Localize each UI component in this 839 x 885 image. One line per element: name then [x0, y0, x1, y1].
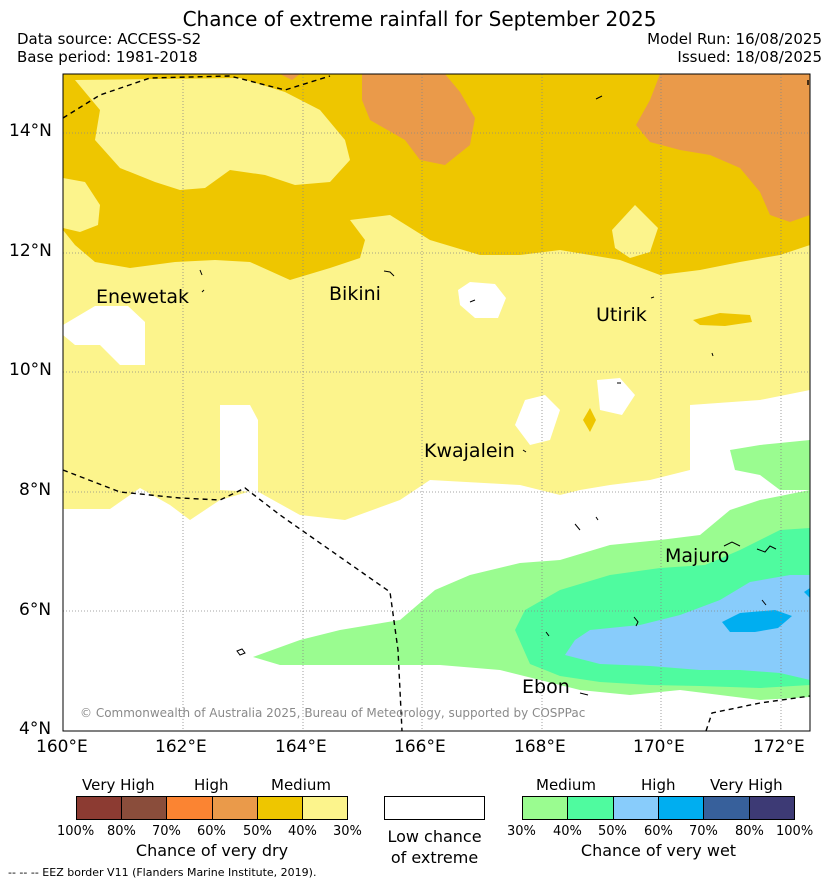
dry-swatch-4: [256, 797, 302, 819]
dry-swatch-3: [211, 797, 257, 819]
wet-header-medium: Medium: [536, 776, 596, 794]
data-source: Data source: ACCESS-S2: [17, 30, 202, 48]
lon-label-164e: 164°E: [275, 737, 327, 757]
place-label-kwajalein: Kwajalein: [424, 440, 515, 462]
lon-label-162e: 162°E: [155, 737, 207, 757]
wet-tick-80: 80%: [735, 824, 764, 839]
copyright-notice: © Commonwealth of Australia 2025, Bureau…: [80, 706, 586, 720]
lat-label-4n: 4°N: [19, 719, 52, 739]
place-label-ebon: Ebon: [522, 676, 570, 698]
place-label-bikini: Bikini: [329, 283, 381, 305]
rainfall-fill-layer: [63, 74, 810, 731]
dry-swatch-5: [301, 797, 348, 819]
wet-tick-60: 60%: [644, 824, 673, 839]
lat-label-12n: 12°N: [9, 241, 52, 261]
place-label-enewetak: Enewetak: [96, 286, 190, 308]
wet-swatch-0: [523, 797, 568, 819]
wet-header-very-high: Very High: [710, 776, 783, 794]
lon-label-160e: 160°E: [36, 737, 88, 757]
wet-swatch-5: [748, 797, 794, 819]
dry-header-very-high: Very High: [82, 776, 155, 794]
lat-label-8n: 8°N: [19, 480, 52, 500]
dry-swatch-0: [77, 797, 122, 819]
wet-swatch-4: [703, 797, 749, 819]
wet-tick-70: 70%: [689, 824, 718, 839]
wet-colorbar: [522, 796, 795, 820]
eez-border: [62, 75, 811, 732]
dry-caption: Chance of very dry: [135, 841, 289, 860]
dry-tick-50: 50%: [243, 824, 272, 839]
low-chance-caption-line2: of extreme: [390, 848, 479, 867]
wet-tick-30: 30%: [507, 824, 536, 839]
wet-caption: Chance of very wet: [580, 841, 737, 860]
dry-swatch-2: [166, 797, 212, 819]
model-run: Model Run: 16/08/2025: [647, 30, 822, 48]
wet-tick-40: 40%: [553, 824, 582, 839]
wet-tick-100: 100%: [776, 824, 814, 839]
map-title: Chance of extreme rainfall for September…: [182, 7, 657, 31]
islands: [199, 95, 777, 696]
place-label-majuro: Majuro: [665, 545, 730, 567]
lat-label-14n: 14°N: [9, 121, 52, 141]
eez-footnote: -- -- -- EEZ border V11 (Flanders Marine…: [8, 866, 317, 879]
lon-label-170e: 170°E: [633, 737, 685, 757]
dry-tick-80: 80%: [107, 824, 136, 839]
low-chance-caption-line1: Low chance: [387, 827, 482, 846]
wet-header-high: High: [641, 776, 676, 794]
lon-label-168e: 168°E: [514, 737, 566, 757]
dry-header-high: High: [194, 776, 229, 794]
place-label-utirik: Utirik: [596, 304, 647, 326]
wet-swatch-1: [567, 797, 613, 819]
wet-swatch-3: [657, 797, 704, 819]
dry-tick-60: 60%: [197, 824, 226, 839]
dry-tick-100: 100%: [57, 824, 95, 839]
lon-label-166e: 166°E: [394, 737, 446, 757]
dry-tick-40: 40%: [288, 824, 317, 839]
issued-date: Issued: 18/08/2025: [677, 48, 822, 66]
low-chance-swatch: [384, 796, 485, 820]
map-frame: [62, 73, 811, 732]
lat-label-6n: 6°N: [19, 600, 52, 620]
lon-label-172e: 172°E: [753, 737, 805, 757]
lat-label-10n: 10°N: [9, 360, 52, 380]
wet-tick-50: 50%: [598, 824, 627, 839]
dry-header-medium: Medium: [271, 776, 331, 794]
dry-swatch-1: [121, 797, 167, 819]
dry-tick-30: 30%: [333, 824, 362, 839]
dry-colorbar: [76, 796, 348, 820]
dry-tick-70: 70%: [152, 824, 181, 839]
wet-swatch-2: [612, 797, 658, 819]
base-period: Base period: 1981-2018: [17, 48, 198, 66]
